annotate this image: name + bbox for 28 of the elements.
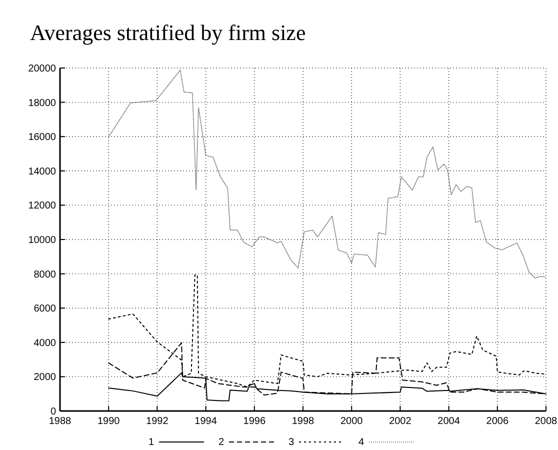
x-tick-label: 2002 xyxy=(389,416,412,427)
x-tick-label: 1988 xyxy=(48,416,72,427)
x-tick-label: 2008 xyxy=(534,416,558,427)
chart-title: Averages stratified by firm size xyxy=(30,20,306,45)
x-tick-label: 2006 xyxy=(486,416,509,427)
y-tick-label: 12000 xyxy=(28,200,56,212)
x-tick-label: 1996 xyxy=(243,416,266,427)
y-tick-label: 4000 xyxy=(34,338,56,349)
x-tick-label: 1992 xyxy=(146,416,169,427)
y-tick-label: 18000 xyxy=(28,98,56,109)
y-tick-label: 6000 xyxy=(34,304,56,315)
y-tick-label: 14000 xyxy=(28,166,56,178)
y-tick-label: 10000 xyxy=(28,235,56,246)
legend-label: 4 xyxy=(358,437,364,448)
x-tick-label: 1998 xyxy=(292,416,315,427)
x-tick-label: 2000 xyxy=(340,416,364,427)
legend-label: 1 xyxy=(148,437,154,448)
y-tick-label: 20000 xyxy=(28,64,56,74)
y-tick-label: 2000 xyxy=(34,372,56,384)
legend-label: 3 xyxy=(288,437,294,448)
line-series xyxy=(108,70,546,278)
x-tick-label: 1994 xyxy=(194,416,218,427)
x-tick-label: 2004 xyxy=(438,416,460,427)
legend-label: 2 xyxy=(218,437,224,448)
y-tick-label: 0 xyxy=(50,406,56,418)
x-tick-label: 1990 xyxy=(97,416,120,427)
y-tick-label: 8000 xyxy=(34,269,56,280)
y-tick-label: 16000 xyxy=(28,132,56,144)
